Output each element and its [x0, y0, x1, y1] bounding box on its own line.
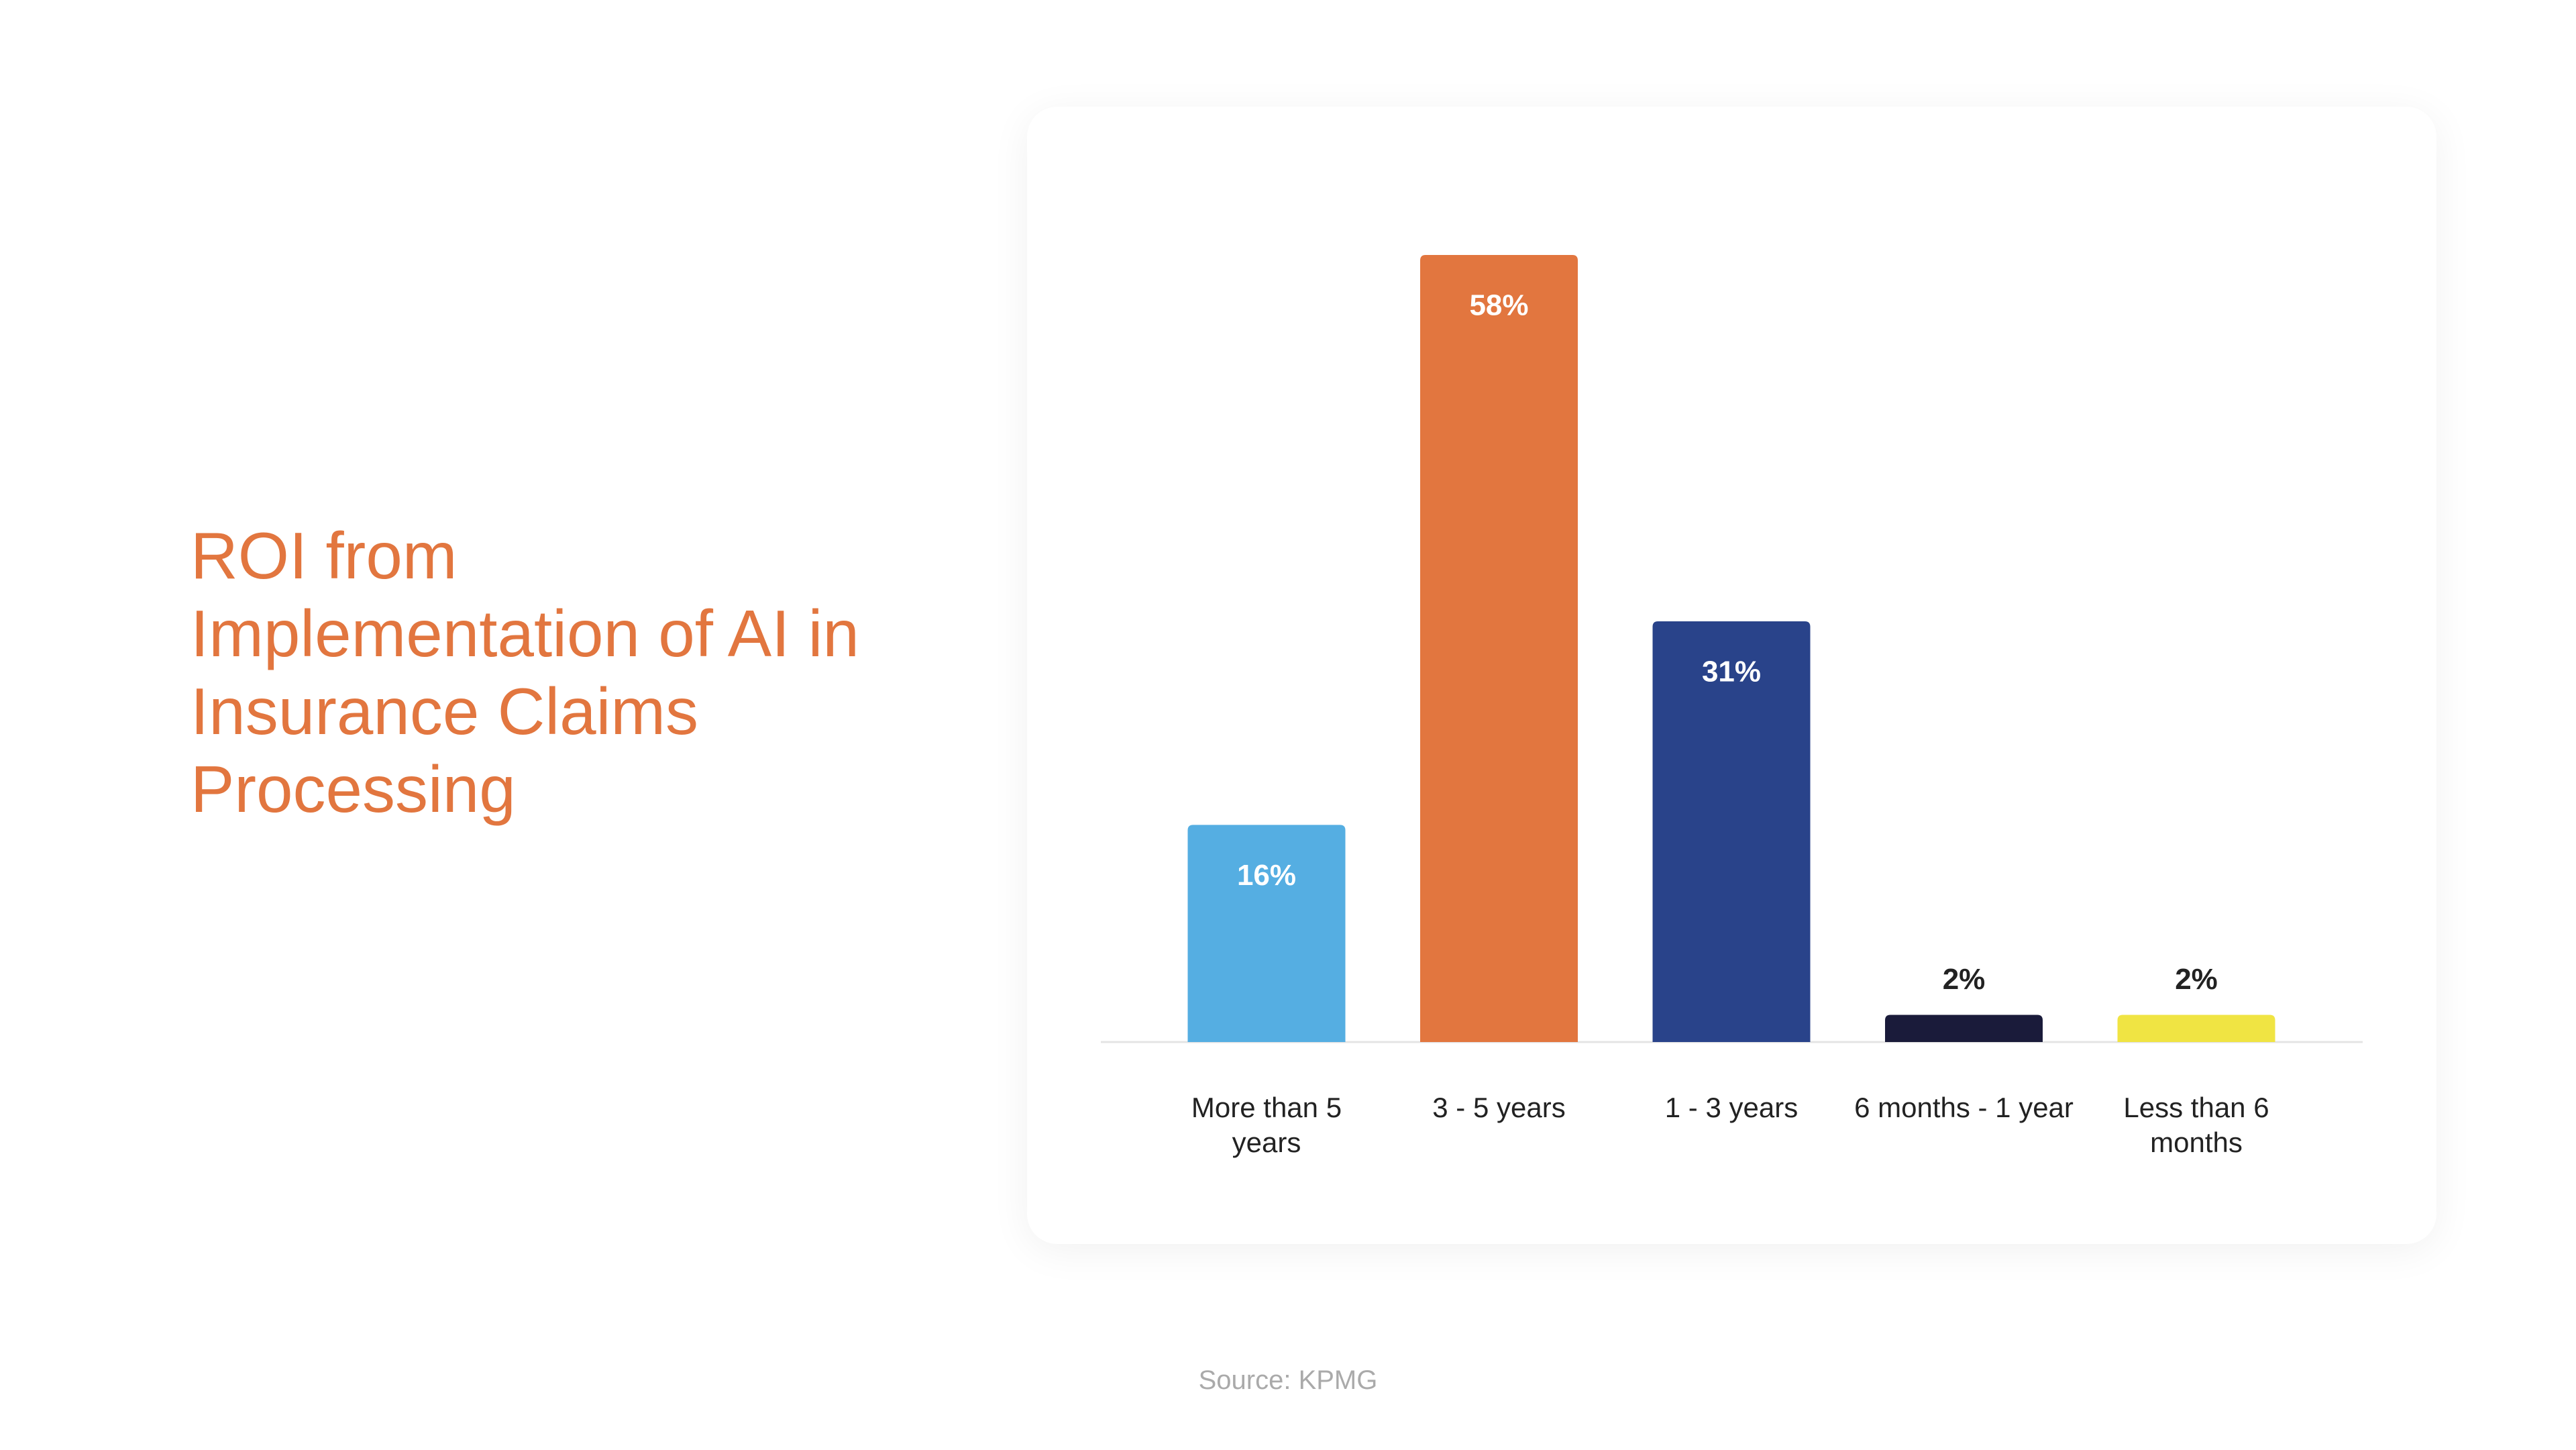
x-tick-label: 1 - 3 years — [1664, 1092, 1799, 1123]
bar — [1420, 255, 1578, 1042]
x-tick-label: 3 - 5 years — [1432, 1092, 1566, 1123]
value-label: 31% — [1702, 656, 1761, 688]
value-label: 2% — [1943, 963, 1986, 996]
value-label: 2% — [2175, 963, 2218, 996]
x-tick-label: 6 months - 1 year — [1854, 1092, 2074, 1123]
title: ROI from Implementation of AI in Insuran… — [191, 519, 859, 826]
bar — [1187, 825, 1346, 1042]
source: Source: KPMG — [1198, 1365, 1378, 1395]
bar — [1652, 621, 1811, 1042]
value-label: 58% — [1469, 289, 1528, 322]
bar — [1885, 1015, 2043, 1042]
x-tick-label: Less than 6 months — [2123, 1092, 2269, 1158]
bar — [2117, 1015, 2275, 1042]
x-tick-label: More than 5 years — [1191, 1092, 1342, 1158]
value-label: 16% — [1237, 859, 1296, 892]
